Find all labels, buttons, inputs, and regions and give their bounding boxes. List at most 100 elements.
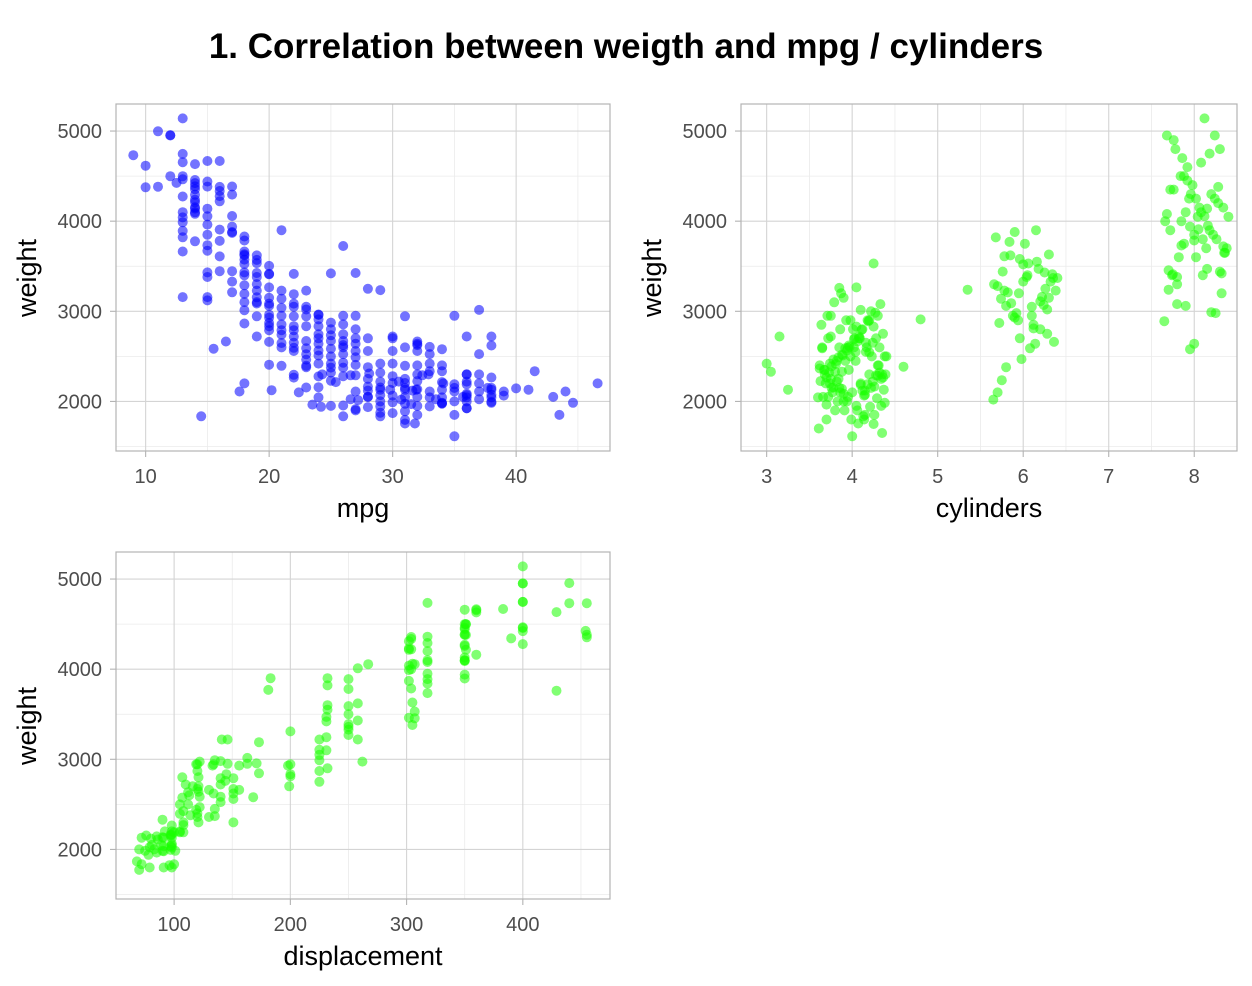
data-point xyxy=(406,683,417,694)
data-point xyxy=(424,358,435,369)
data-point xyxy=(460,644,471,655)
data-point xyxy=(838,396,849,407)
data-point xyxy=(1163,284,1174,295)
data-point xyxy=(412,409,423,420)
data-point xyxy=(202,211,213,222)
data-point xyxy=(878,384,889,395)
data-point xyxy=(1009,227,1020,237)
y-tick-label: 4000 xyxy=(58,211,103,233)
data-point xyxy=(1043,249,1054,260)
x-tick-label: 4 xyxy=(847,466,858,488)
data-point xyxy=(1163,265,1174,276)
data-point xyxy=(350,338,361,349)
data-point xyxy=(1179,238,1189,249)
data-point xyxy=(276,302,287,313)
data-point xyxy=(350,268,361,278)
data-point xyxy=(338,362,349,373)
data-point xyxy=(1180,300,1191,311)
data-point xyxy=(581,598,592,609)
x-tick-label: 30 xyxy=(382,466,404,488)
data-point xyxy=(276,293,287,304)
data-point xyxy=(214,196,225,207)
data-point xyxy=(325,367,336,378)
data-point xyxy=(227,181,238,192)
data-point xyxy=(548,391,559,402)
data-point xyxy=(1026,310,1037,321)
x-tick-label: 8 xyxy=(1189,466,1200,488)
data-point xyxy=(375,285,386,296)
data-point xyxy=(177,232,188,243)
data-point xyxy=(276,285,287,296)
data-point xyxy=(1161,209,1172,219)
data-point xyxy=(396,394,407,405)
data-point xyxy=(202,229,213,240)
data-point xyxy=(992,387,1003,398)
data-point xyxy=(288,268,299,279)
data-point xyxy=(265,673,276,684)
data-point xyxy=(338,319,349,330)
data-point xyxy=(177,113,188,124)
data-point xyxy=(352,734,363,745)
data-point xyxy=(313,382,324,393)
data-point xyxy=(1014,333,1025,344)
x-tick-label: 100 xyxy=(157,914,190,936)
data-point xyxy=(288,311,299,322)
data-point xyxy=(422,688,433,699)
data-point xyxy=(264,268,275,279)
data-point xyxy=(1218,241,1229,252)
data-point xyxy=(251,272,262,282)
data-point xyxy=(459,669,470,680)
data-point xyxy=(474,394,485,405)
data-point xyxy=(1189,338,1200,349)
data-point xyxy=(228,794,239,804)
data-point xyxy=(350,324,361,335)
data-point xyxy=(847,387,858,398)
data-point xyxy=(264,260,275,271)
data-point xyxy=(330,377,341,388)
data-point xyxy=(222,734,233,745)
data-point xyxy=(157,814,168,825)
data-point xyxy=(831,355,842,366)
data-point xyxy=(362,402,373,413)
data-point xyxy=(994,318,1005,328)
data-point xyxy=(248,792,259,803)
data-point xyxy=(227,287,238,298)
y-axis-title: weight xyxy=(12,238,42,318)
data-point xyxy=(461,331,472,342)
y-tick-label: 5000 xyxy=(683,121,728,143)
x-tick-label: 200 xyxy=(274,914,307,936)
data-point xyxy=(352,715,363,726)
data-point xyxy=(352,663,363,674)
data-point xyxy=(338,310,349,321)
data-point xyxy=(177,157,188,168)
data-point xyxy=(364,368,375,379)
data-point xyxy=(301,304,312,315)
data-point xyxy=(851,321,862,332)
data-point xyxy=(461,376,472,387)
data-point xyxy=(343,701,354,712)
data-point xyxy=(214,251,225,262)
data-point xyxy=(264,325,275,336)
data-point xyxy=(564,578,575,589)
data-point xyxy=(1192,211,1203,222)
data-point xyxy=(228,817,239,828)
data-point xyxy=(202,219,213,230)
data-point xyxy=(581,632,592,643)
data-point xyxy=(239,235,250,246)
data-point xyxy=(325,343,336,354)
data-point xyxy=(350,352,361,363)
data-point xyxy=(437,398,447,409)
data-point xyxy=(423,369,434,380)
data-point xyxy=(276,329,287,340)
data-point xyxy=(409,706,420,717)
data-point xyxy=(338,371,349,382)
data-point xyxy=(474,386,485,397)
data-point xyxy=(821,414,832,425)
displacement-weight-scatter-panel: 100 200 300 400 2000 3000 4000 5000 displacement… xyxy=(12,551,611,971)
data-point xyxy=(387,408,398,419)
data-point xyxy=(1013,288,1024,299)
data-point xyxy=(1201,243,1212,254)
data-point xyxy=(227,276,238,287)
data-point xyxy=(1216,288,1227,299)
data-point xyxy=(1185,221,1195,232)
